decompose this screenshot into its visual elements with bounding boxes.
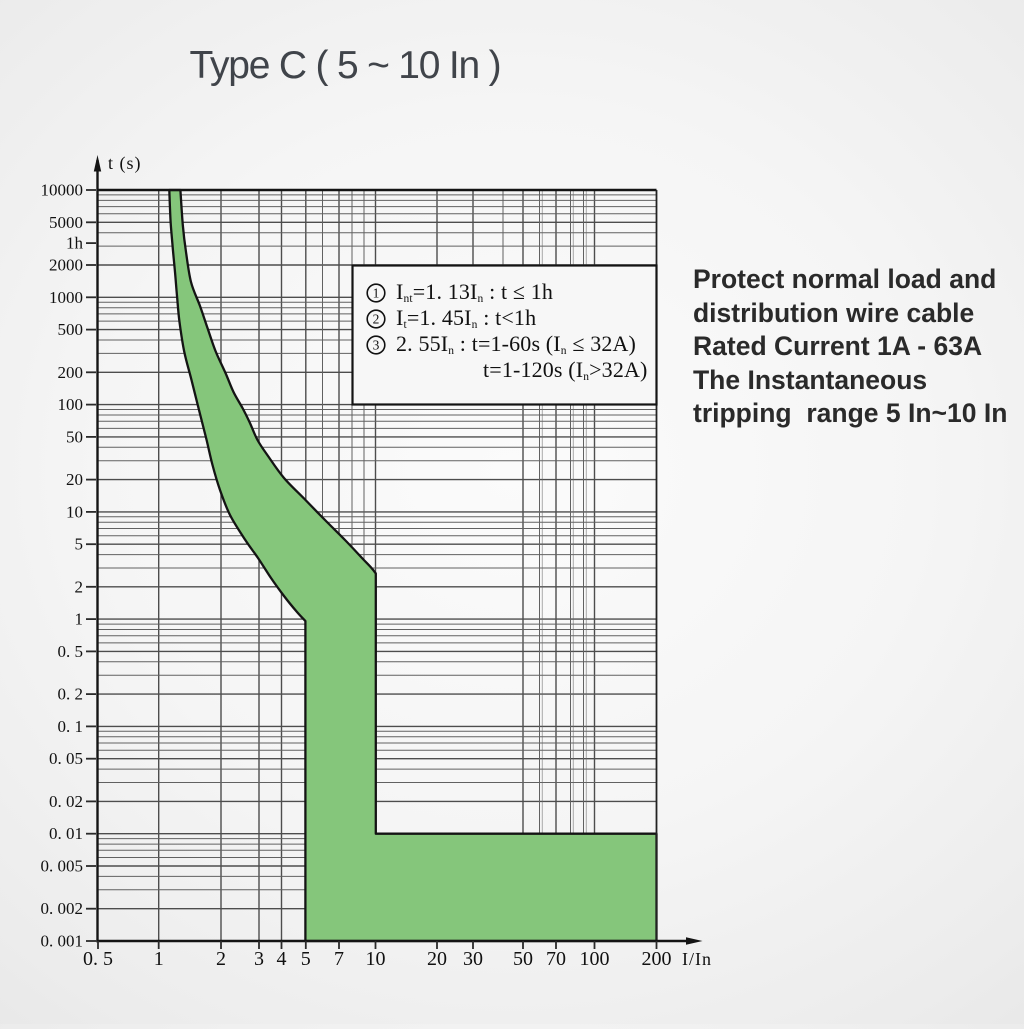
svg-text:1: 1	[75, 610, 84, 629]
svg-text:Int​=1. 13In​ : t ≤ 1h: Int​=1. 13In​ : t ≤ 1h	[396, 279, 553, 305]
svg-text:1: 1	[373, 286, 380, 301]
svg-text:2: 2	[75, 577, 84, 596]
svg-text:0. 002: 0. 002	[41, 899, 84, 918]
svg-text:20: 20	[66, 470, 83, 489]
svg-text:t=1-120s (In​>32A): t=1-120s (In​>32A)	[483, 357, 648, 383]
svg-text:10: 10	[366, 948, 386, 970]
svg-text:100: 100	[580, 948, 610, 970]
svg-text:1000: 1000	[49, 288, 83, 307]
svg-text:0. 001: 0. 001	[41, 932, 84, 951]
svg-text:2: 2	[373, 312, 380, 327]
svg-text:3: 3	[254, 948, 264, 970]
svg-text:0. 01: 0. 01	[49, 824, 83, 843]
svg-text:5: 5	[301, 948, 311, 970]
svg-text:5000: 5000	[49, 213, 83, 232]
svg-text:7: 7	[334, 948, 344, 970]
svg-text:500: 500	[58, 320, 84, 339]
svg-text:1h: 1h	[66, 234, 84, 253]
svg-text:0. 5: 0. 5	[58, 642, 84, 661]
svg-text:I/In: I/In	[682, 949, 712, 969]
svg-text:10: 10	[66, 502, 83, 521]
svg-text:2000: 2000	[49, 256, 83, 275]
svg-text:0. 02: 0. 02	[49, 792, 83, 811]
svg-text:0. 005: 0. 005	[41, 857, 84, 876]
svg-text:50: 50	[513, 948, 533, 970]
svg-text:5: 5	[75, 535, 84, 554]
svg-text:0. 05: 0. 05	[49, 749, 83, 768]
svg-text:30: 30	[463, 948, 483, 970]
svg-text:t (s): t (s)	[108, 153, 142, 174]
svg-text:200: 200	[642, 948, 672, 970]
svg-text:3: 3	[373, 338, 380, 353]
svg-text:4: 4	[277, 948, 287, 970]
svg-text:0. 2: 0. 2	[58, 685, 84, 704]
svg-text:70: 70	[546, 948, 566, 970]
svg-text:0. 5: 0. 5	[83, 948, 113, 970]
svg-text:2. 55In​ : t=1-60s (In​ ≤ 32A): 2. 55In​ : t=1-60s (In​ ≤ 32A)	[396, 331, 636, 357]
svg-text:50: 50	[66, 427, 83, 446]
svg-text:0. 1: 0. 1	[58, 717, 84, 736]
svg-text:It​=1. 45In​ : t<1h: It​=1. 45In​ : t<1h	[396, 305, 536, 331]
svg-text:200: 200	[58, 363, 84, 382]
svg-text:20: 20	[427, 948, 447, 970]
svg-text:1: 1	[154, 948, 164, 970]
svg-text:10000: 10000	[41, 181, 84, 200]
svg-text:100: 100	[58, 395, 84, 414]
svg-text:2: 2	[216, 948, 226, 970]
